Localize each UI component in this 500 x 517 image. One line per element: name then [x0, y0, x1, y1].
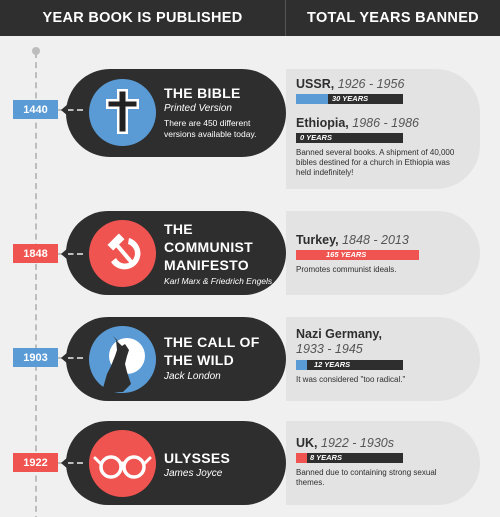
book-subtitle: Printed Version	[164, 103, 232, 114]
ban-country-name: USSR,	[296, 77, 335, 91]
ban-duration-bar: 165 YEARS	[296, 250, 419, 260]
ban-card	[286, 421, 480, 505]
cross-icon	[89, 79, 156, 146]
ban-duration-bar: 30 YEARS	[296, 94, 403, 104]
timeline-line	[35, 52, 37, 517]
ban-country-name: UK,	[296, 436, 318, 450]
ban-duration-bar: 12 YEARS	[296, 360, 403, 370]
card-pointer	[61, 104, 68, 116]
ban-country: Nazi Germany, 1933 - 1945	[296, 327, 382, 357]
ban-years-range: 1986 - 1986	[352, 116, 419, 130]
header-total-years-banned: TOTAL YEARS BANNED	[307, 10, 479, 26]
ban-country-name: Ethiopia,	[296, 116, 349, 130]
book-subtitle: James Joyce	[164, 468, 223, 479]
ban-country: UK, 1922 - 1930s	[296, 436, 394, 451]
year-badge: 1440	[13, 100, 58, 119]
year-badge: 1848	[13, 244, 58, 263]
ban-bar-label: 165 YEARS	[326, 250, 367, 259]
book-subtitle: Jack London	[164, 371, 221, 382]
ban-years-range: 1926 - 1956	[337, 77, 405, 91]
ban-bar-fill	[296, 250, 419, 260]
timeline-connector	[58, 253, 83, 255]
round-glasses-icon	[89, 430, 156, 497]
book-title-line: ULYSSES	[164, 450, 231, 466]
ban-country: USSR, 1926 - 1956	[296, 77, 404, 92]
ban-card	[286, 317, 480, 401]
timeline-connector	[58, 109, 83, 111]
book-title: THE CALL OF THE WILD	[164, 333, 260, 369]
card-pointer	[61, 352, 68, 364]
ban-years-range: 1933 - 1945	[296, 342, 363, 356]
ban-reason: Promotes communist ideals.	[296, 265, 397, 274]
ban-bar-label: 30 YEARS	[332, 94, 369, 103]
ban-bar-label: 0 YEARS	[300, 133, 332, 142]
timeline-start-dot	[32, 47, 40, 55]
book-title-line: THE CALL OF	[164, 334, 260, 350]
book-title-line: COMMUNIST	[164, 239, 254, 255]
ban-country-name: Nazi Germany,	[296, 327, 382, 341]
ban-years-range: 1848 - 2013	[342, 233, 409, 247]
book-title: THE COMMUNIST MANIFESTO	[164, 220, 253, 274]
ban-bar-fill	[296, 94, 328, 104]
book-title: THE BIBLE	[164, 84, 241, 102]
ban-country: Ethiopia, 1986 - 1986	[296, 116, 419, 131]
header-year-published: YEAR BOOK IS PUBLISHED	[0, 0, 286, 36]
book-title-line: THE	[164, 221, 193, 237]
year-badge: 1903	[13, 348, 58, 367]
timeline-connector	[58, 462, 83, 464]
card-pointer	[61, 248, 68, 260]
book-title-line: MANIFESTO	[164, 257, 249, 273]
ban-country: Turkey, 1848 - 2013	[296, 233, 409, 248]
ban-country-name: Turkey,	[296, 233, 339, 247]
header-bar: YEAR BOOK IS PUBLISHED TOTAL YEARS BANNE…	[0, 0, 500, 36]
book-note: There are 450 different versions availab…	[164, 118, 257, 139]
ban-years-range: 1922 - 1930s	[321, 436, 394, 450]
book-title: ULYSSES	[164, 449, 230, 467]
howling-wolf-icon	[89, 326, 156, 393]
timeline-connector	[58, 357, 83, 359]
ban-reason: Banned several books. A shipment of 40,0…	[296, 148, 455, 177]
ban-bar-label: 8 YEARS	[310, 453, 342, 462]
book-subtitle: Karl Marx & Friedrich Engels	[164, 276, 273, 286]
ban-bar-label: 12 YEARS	[314, 360, 351, 369]
ban-reason: It was considered "too radical."	[296, 375, 406, 384]
ban-duration-bar: 8 YEARS	[296, 453, 403, 463]
card-pointer	[61, 457, 68, 469]
ban-duration-bar: 0 YEARS	[296, 133, 403, 143]
book-title-line: THE BIBLE	[164, 85, 241, 101]
book-title-line: THE WILD	[164, 352, 235, 368]
ban-reason: Banned due to containing strong sexual t…	[296, 468, 437, 487]
ban-bar-fill	[296, 360, 307, 370]
ban-bar-fill	[296, 453, 307, 463]
year-badge: 1922	[13, 453, 58, 472]
hammer-sickle-icon	[89, 220, 156, 287]
ban-card	[286, 69, 480, 189]
